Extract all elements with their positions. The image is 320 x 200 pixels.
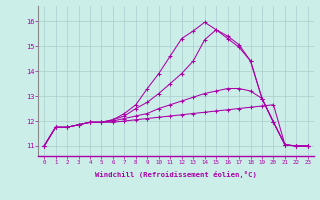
X-axis label: Windchill (Refroidissement éolien,°C): Windchill (Refroidissement éolien,°C) [95,171,257,178]
